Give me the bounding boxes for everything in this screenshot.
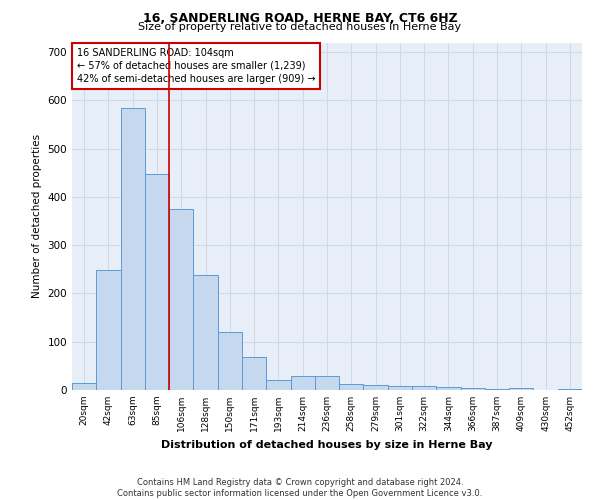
Bar [169, 209, 193, 390]
Bar [193, 275, 218, 390]
Bar [412, 386, 436, 390]
Bar [436, 386, 461, 390]
Bar [218, 332, 242, 390]
Text: 16 SANDERLING ROAD: 104sqm
← 57% of detached houses are smaller (1,239)
42% of s: 16 SANDERLING ROAD: 104sqm ← 57% of deta… [77, 48, 316, 84]
Bar [121, 108, 145, 390]
Bar [96, 270, 121, 390]
X-axis label: Distribution of detached houses by size in Herne Bay: Distribution of detached houses by size … [161, 440, 493, 450]
Text: 16, SANDERLING ROAD, HERNE BAY, CT6 6HZ: 16, SANDERLING ROAD, HERNE BAY, CT6 6HZ [143, 12, 457, 26]
Text: Size of property relative to detached houses in Herne Bay: Size of property relative to detached ho… [139, 22, 461, 32]
Bar [242, 357, 266, 390]
Bar [558, 389, 582, 390]
Bar [290, 376, 315, 390]
Bar [509, 388, 533, 390]
Bar [339, 384, 364, 390]
Bar [485, 388, 509, 390]
Bar [145, 174, 169, 390]
Bar [266, 380, 290, 390]
Bar [364, 385, 388, 390]
Y-axis label: Number of detached properties: Number of detached properties [32, 134, 42, 298]
Bar [388, 386, 412, 390]
Bar [72, 383, 96, 390]
Bar [315, 376, 339, 390]
Bar [461, 388, 485, 390]
Text: Contains HM Land Registry data © Crown copyright and database right 2024.
Contai: Contains HM Land Registry data © Crown c… [118, 478, 482, 498]
